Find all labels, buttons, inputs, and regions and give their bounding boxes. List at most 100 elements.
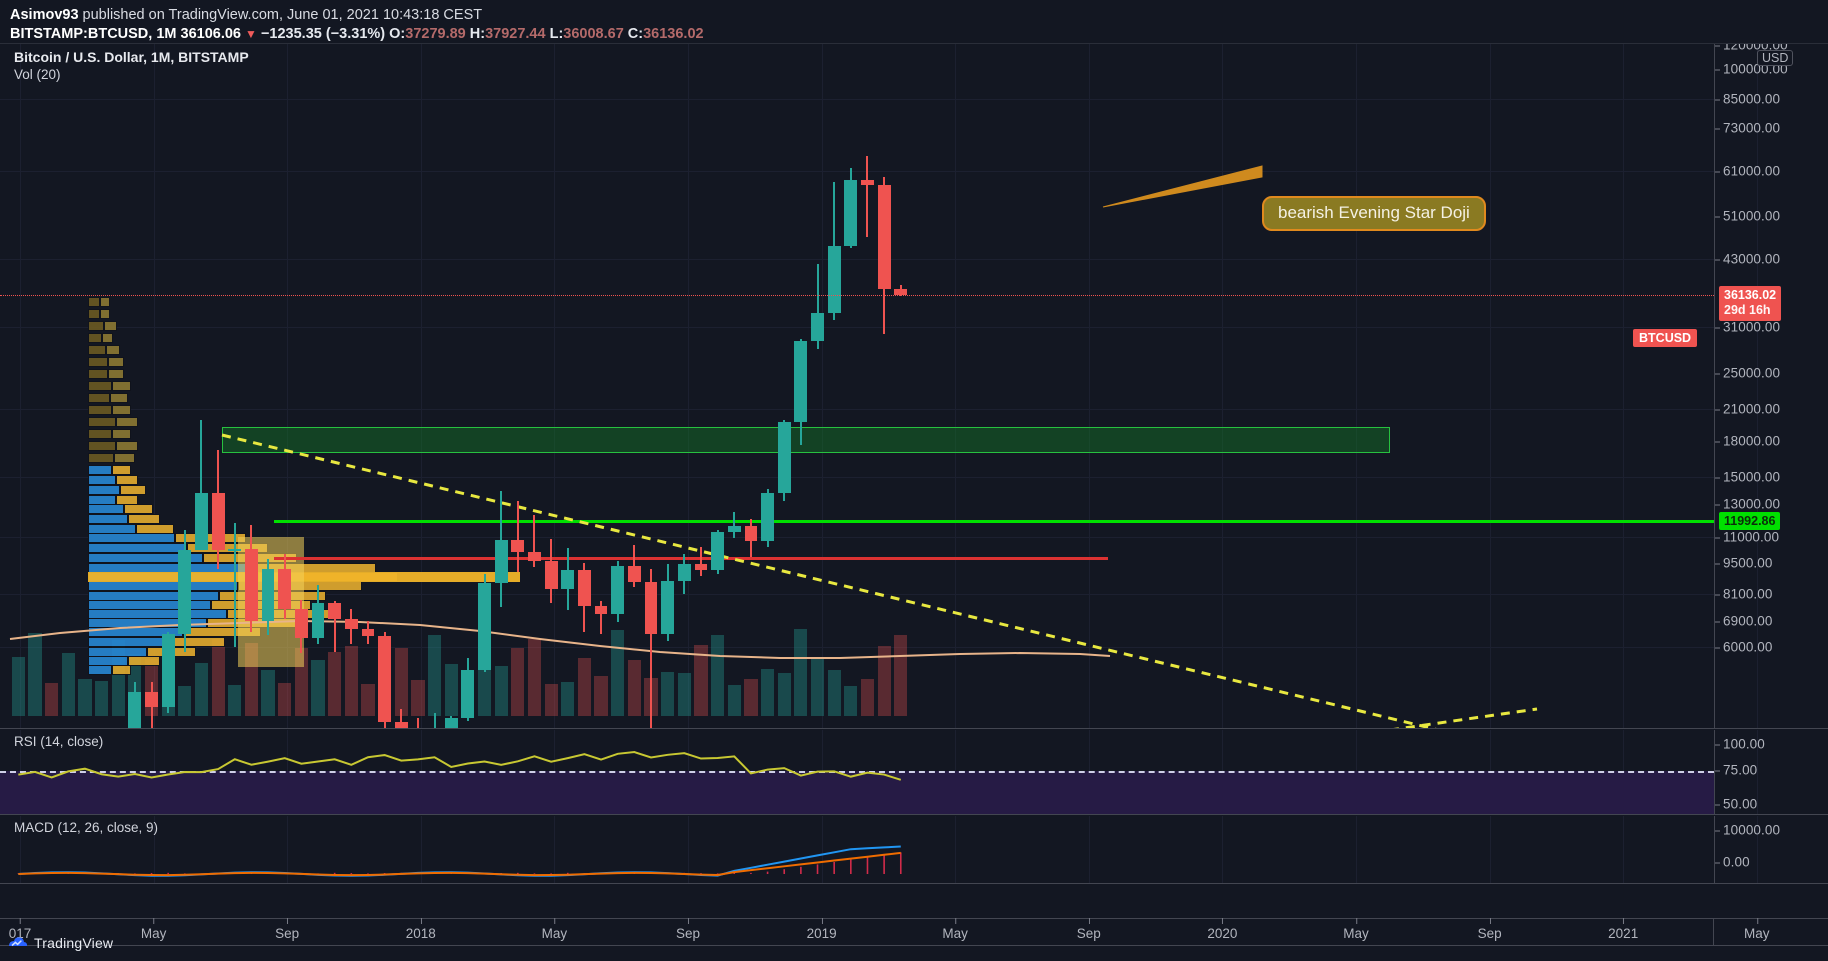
candle-wick [633,545,636,587]
gridline-vertical [20,816,21,883]
candle-body[interactable] [727,525,741,532]
candle-body[interactable] [211,492,225,551]
time-axis-separator [1713,919,1714,945]
candle-body[interactable] [894,288,908,296]
candle-body[interactable] [444,717,458,728]
candle-body[interactable] [744,525,758,541]
time-axis-tick: 017 [8,918,32,941]
high-label: H: [469,26,486,42]
volume-profile-ask [119,485,146,495]
candle-body[interactable] [677,564,691,582]
support-line[interactable] [274,519,1714,523]
candle-body[interactable] [777,422,791,493]
volume-profile-ask [115,417,139,427]
candle-body[interactable] [394,722,408,728]
candle-body[interactable] [877,184,891,289]
candle-body[interactable] [261,569,275,621]
volume-profile-ask [99,309,110,319]
candle-body[interactable] [694,564,708,571]
candle-body[interactable] [711,531,725,571]
candle-body[interactable] [195,492,208,551]
candle-body[interactable] [128,692,142,728]
macd-line-layer [17,845,902,877]
red-level-line[interactable] [274,556,1108,560]
candle-body[interactable] [528,552,541,562]
gridline-horizontal [0,477,1714,478]
candle-body[interactable] [494,540,508,584]
rsi-line-layer [18,751,902,781]
macd-histogram-bar [716,873,719,874]
candle-body[interactable] [561,570,575,590]
macd-axis-tick: 0.00 [1715,854,1750,870]
candle-body[interactable] [844,180,858,247]
volume-bar [311,659,325,716]
candle-body[interactable] [278,569,292,610]
candle-body[interactable] [328,602,342,619]
macd-histogram-bar [733,872,736,874]
pattern-callout[interactable]: bearish Evening Star Doji [1262,196,1486,231]
volume-profile-row [88,465,132,475]
candle-body[interactable] [478,583,491,671]
volume-bar [777,673,791,716]
symbol-label[interactable]: BITSTAMP:BTCUSD, 1M [10,26,177,42]
rsi-axis-tick: 75.00 [1714,762,1758,778]
support-line-price-tag: 11992.86 [1719,511,1781,530]
price-pane[interactable]: 120000.00 100000.00 85000.00 73000.00 61000.… [0,44,1828,729]
time-axis-tick: Sep [675,918,701,941]
candle-body[interactable] [161,634,175,708]
price-axis[interactable]: 120000.00 100000.00 85000.00 73000.00 61000.… [1714,44,1828,728]
resistance-zone[interactable] [222,426,1390,454]
candle-body[interactable] [228,548,242,551]
candle-body[interactable] [511,540,525,553]
gridline-vertical [1088,816,1090,883]
gridline-vertical [821,816,823,883]
volume-profile-row [88,581,362,591]
price-plot-area[interactable] [0,44,1758,729]
volume-profile-bid [88,417,116,427]
volume-profile-bid [88,429,112,439]
currency-badge[interactable]: USD [1757,50,1794,66]
candle-body[interactable] [611,566,625,614]
candle-body[interactable] [861,180,874,185]
candle-body[interactable] [378,636,392,723]
candle-body[interactable] [361,629,375,637]
candle-body[interactable] [644,582,658,635]
rsi-pane[interactable]: 100.00 75.00 50.00 RSI (14, close) [0,730,1828,815]
rsi-axis-tick: 100.00 [1715,736,1765,752]
candle-body[interactable] [245,548,258,621]
rsi-plot-area[interactable] [0,730,1758,814]
volume-bar [527,639,542,716]
volume-bar [877,645,891,716]
macd-axis-tick: 10000.00 [1714,822,1781,838]
rsi-axis[interactable]: 100.00 75.00 50.00 [1714,730,1828,814]
price-change: −1235.35 (−3.31%) [260,26,386,42]
candle-body[interactable] [794,341,808,423]
candle-body[interactable] [544,561,558,590]
macd-plot-area[interactable] [0,816,1758,883]
candle-body[interactable] [827,246,841,314]
candle-body[interactable] [578,570,591,606]
candle-body[interactable] [594,605,608,614]
macd-axis[interactable]: 10000.00 0.00 [1714,816,1828,883]
price-axis-tick: 25000.00 [1714,365,1781,381]
candle-body[interactable] [627,566,641,583]
candle-body[interactable] [761,492,774,541]
volume-profile-bid [88,345,106,355]
candle-body[interactable] [461,670,475,718]
pattern-callout-label: bearish Evening Star Doji [1278,203,1470,222]
candle-body[interactable] [344,618,358,630]
volume-bar [178,686,192,716]
candle-body[interactable] [294,609,308,638]
chart-container[interactable]: 120000.00 100000.00 85000.00 73000.00 61000.… [0,43,1828,918]
macd-pane[interactable]: 10000.00 0.00 MACD (12, 26, close, 9) [0,816,1828,884]
gridline-horizontal [0,259,1714,260]
candle-body[interactable] [811,313,824,342]
candle-body[interactable] [311,602,325,638]
candle-body[interactable] [145,692,158,708]
volume-bar [760,668,775,716]
time-axis[interactable]: 017 May Sep 2018 May Sep 2019 May Sep 2020 May Sep 2… [0,918,1828,946]
candle-body[interactable] [661,581,675,635]
candle-body[interactable] [178,550,192,635]
ascending-trendline[interactable] [1390,707,1538,729]
volume-profile-bid [88,369,108,379]
